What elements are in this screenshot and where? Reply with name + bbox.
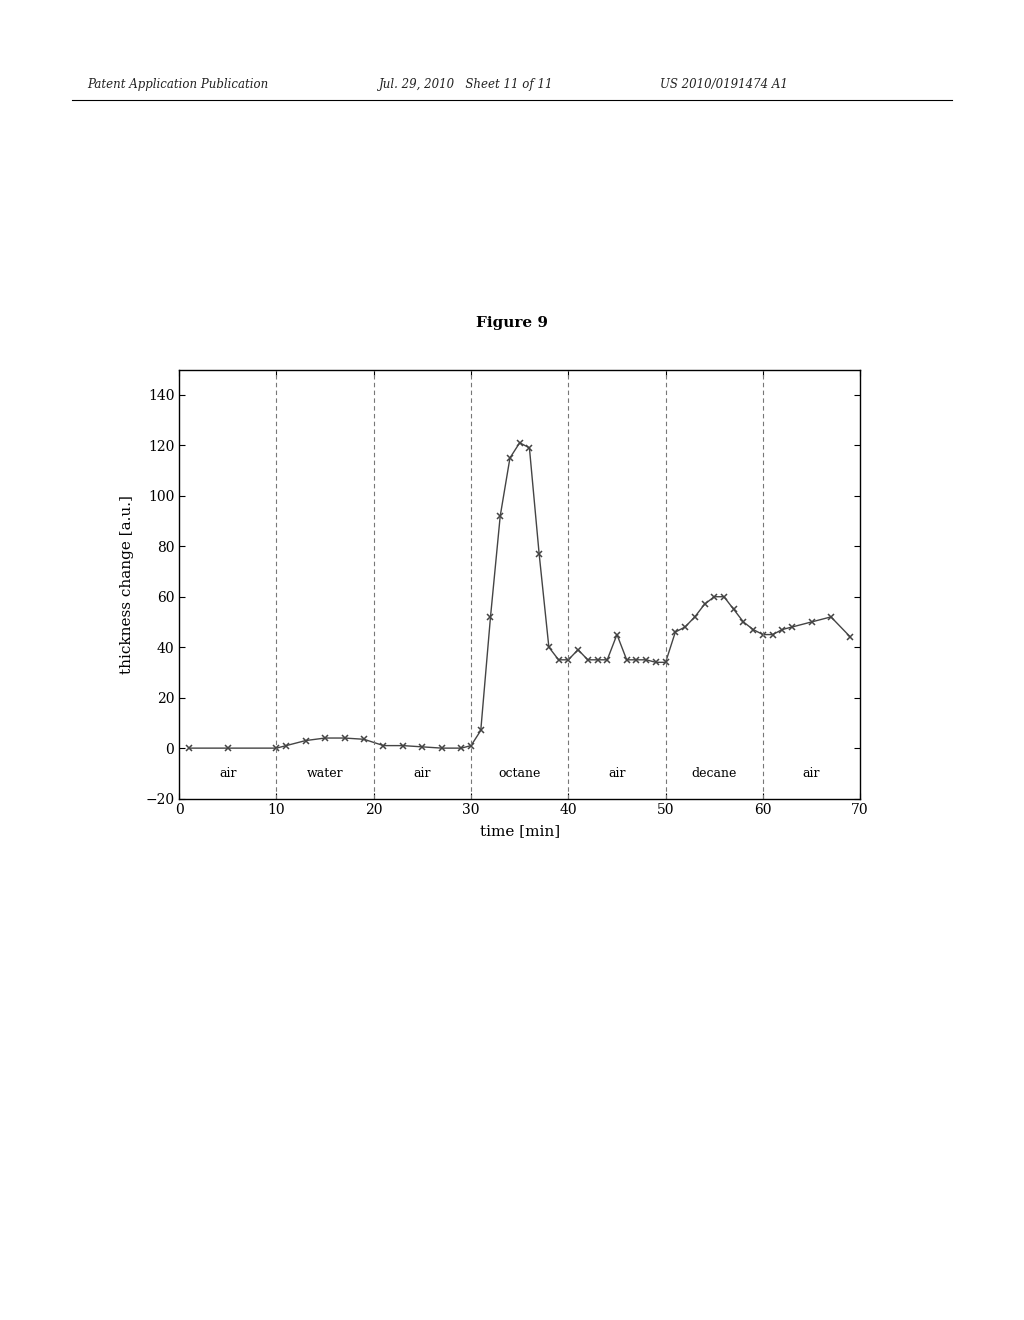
Text: air: air <box>803 767 820 780</box>
Text: Patent Application Publication: Patent Application Publication <box>87 78 268 91</box>
X-axis label: time [min]: time [min] <box>479 825 560 838</box>
Text: octane: octane <box>499 767 541 780</box>
Text: air: air <box>414 767 431 780</box>
Text: air: air <box>608 767 626 780</box>
Text: decane: decane <box>691 767 737 780</box>
Text: air: air <box>219 767 237 780</box>
Text: US 2010/0191474 A1: US 2010/0191474 A1 <box>660 78 788 91</box>
Text: water: water <box>307 767 343 780</box>
Y-axis label: thickness change [a.u.]: thickness change [a.u.] <box>120 495 134 673</box>
Text: Figure 9: Figure 9 <box>476 317 548 330</box>
Text: Jul. 29, 2010   Sheet 11 of 11: Jul. 29, 2010 Sheet 11 of 11 <box>379 78 553 91</box>
